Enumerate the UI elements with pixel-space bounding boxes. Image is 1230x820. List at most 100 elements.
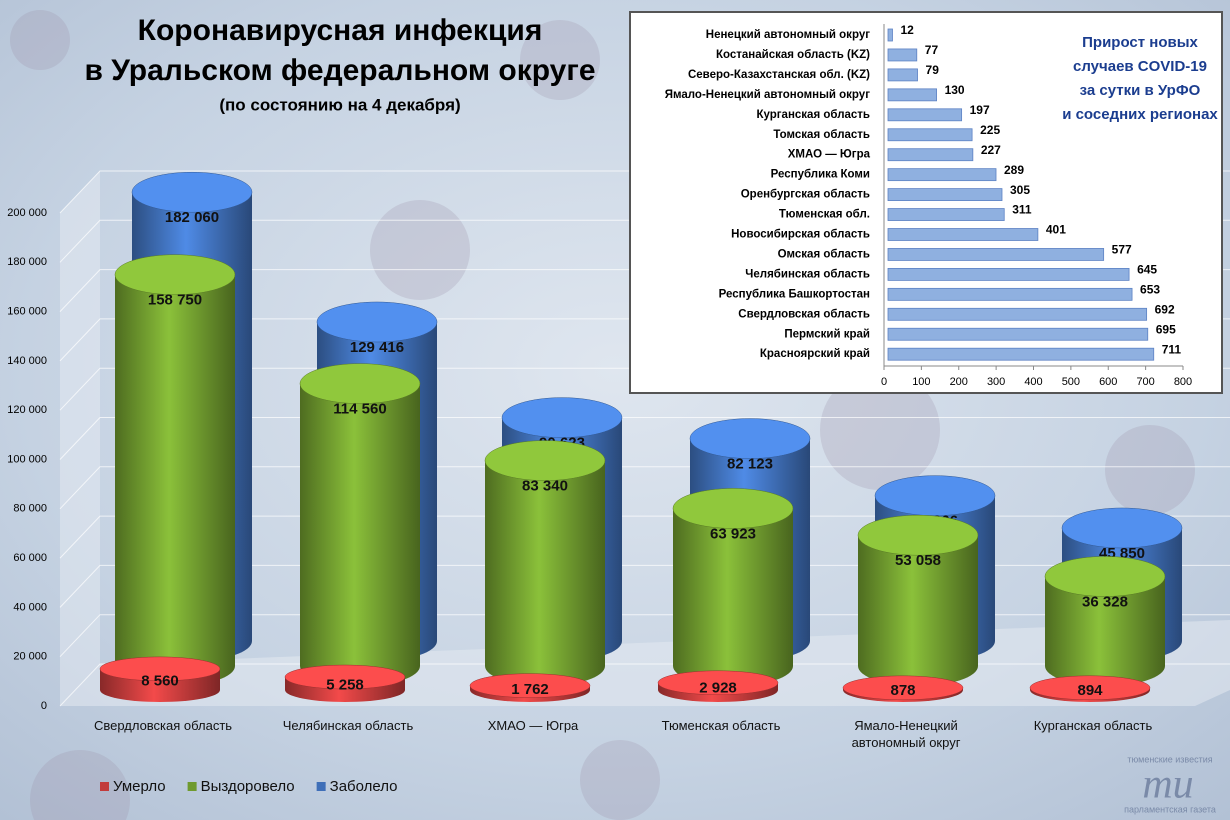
cylinder-top	[842, 675, 964, 701]
value-label: 114 560	[333, 401, 386, 418]
y-tick-label: Ненецкий автономный округ	[706, 29, 870, 41]
y-tick-label: Республика Коми	[771, 169, 870, 181]
y-tick-label: 120 000	[7, 404, 47, 416]
value-label: 577	[1112, 243, 1132, 257]
x-tick-label: Курганская область	[1033, 718, 1153, 733]
inset-title: Прирост новых	[1082, 34, 1198, 51]
legend-label: Заболело	[330, 778, 398, 795]
bar	[887, 48, 918, 62]
value-label: 182 060	[165, 209, 219, 226]
cylinder-top	[1029, 675, 1151, 701]
cylinder-top	[501, 397, 623, 438]
x-tick-label: 100	[912, 376, 930, 388]
bar	[887, 208, 1005, 221]
y-tick-label: Костанайская область (KZ)	[716, 49, 870, 61]
y-tick-label: Томская область	[773, 129, 870, 141]
value-label: 12	[900, 23, 914, 37]
value-label: 8 560	[141, 672, 179, 689]
value-label: 227	[981, 143, 1001, 157]
bar	[887, 347, 1155, 361]
value-label: 2 928	[699, 679, 737, 696]
inset-title: за сутки в УрФО	[1080, 82, 1201, 99]
cylinder-top	[99, 656, 221, 682]
watermark: парламентская газета	[1124, 804, 1216, 814]
grid-line	[59, 564, 1230, 608]
value-label: 894	[1077, 682, 1103, 699]
bar	[887, 307, 1148, 321]
cylinder-top	[672, 488, 794, 529]
inset-title: случаев COVID-19	[1073, 58, 1207, 75]
x-tick-label: 400	[1024, 376, 1042, 388]
title: в Уральском федеральном округе	[84, 54, 595, 87]
x-tick-label: 0	[881, 376, 887, 388]
cylinder-top	[114, 254, 236, 295]
value-label: 1 762	[511, 681, 549, 698]
cylinder-top	[874, 475, 996, 516]
value-label: 77	[925, 43, 939, 57]
grid-line	[59, 614, 1230, 658]
cylinder-top	[316, 301, 438, 343]
y-tick-label: 0	[41, 700, 47, 712]
bar	[887, 327, 1149, 341]
x-tick-label: Тюменская область	[661, 718, 781, 733]
value-label: 82 123	[727, 456, 773, 473]
x-tick-label: 800	[1174, 376, 1192, 388]
value-label: 692	[1155, 302, 1175, 316]
bar	[887, 248, 1105, 261]
bar	[887, 128, 973, 142]
value-label: 653	[1140, 283, 1160, 297]
legend-swatch	[316, 782, 326, 791]
cylinder	[485, 460, 605, 686]
x-tick-label: ХМАО — Югра	[487, 718, 579, 733]
cylinder-top	[857, 514, 979, 556]
y-tick-label: 140 000	[7, 355, 47, 367]
cylinder	[300, 383, 420, 686]
grid-line	[59, 515, 1230, 559]
y-tick-label: Свердловская область	[738, 308, 870, 320]
y-tick-label: Ямало-Ненецкий автономный округ	[665, 89, 870, 101]
bar	[887, 287, 1133, 301]
value-label: 289	[1004, 163, 1024, 177]
y-tick-label: ХМАО — Югра	[788, 149, 871, 161]
grid-line	[59, 417, 1230, 460]
y-tick-label: Пермский край	[784, 328, 870, 340]
value-label: 401	[1046, 223, 1066, 237]
value-label: 53 058	[895, 552, 941, 569]
y-tick-label: Тюменская обл.	[779, 209, 870, 221]
cylinder-top	[484, 440, 606, 481]
x-tick-label: 600	[1099, 376, 1117, 388]
y-tick-label: 180 000	[7, 256, 47, 268]
value-label: 79	[926, 63, 940, 77]
value-label: 878	[890, 682, 915, 699]
cylinder-top	[689, 418, 811, 459]
y-tick-label: Красноярский край	[760, 348, 870, 360]
y-tick-label: Новосибирская область	[731, 229, 870, 241]
value-label: 158 750	[148, 292, 202, 309]
bar	[887, 108, 963, 122]
value-label: 197	[970, 103, 990, 117]
bar	[887, 148, 974, 162]
legend-label: Выздоровело	[201, 778, 295, 795]
legend-swatch	[100, 782, 109, 791]
y-tick-label: Курганская область	[756, 109, 870, 121]
y-tick-label: 80 000	[13, 503, 47, 515]
x-tick-label: 300	[987, 376, 1005, 388]
y-tick-label: Омская область	[778, 248, 870, 260]
bar	[887, 188, 1003, 202]
cylinder	[115, 274, 235, 686]
grid-line	[59, 466, 1230, 510]
bar	[887, 68, 918, 82]
virus-decor	[10, 10, 1195, 820]
legend-label: Умерло	[113, 778, 166, 795]
bar	[887, 228, 1039, 241]
title: Коронавирусная инфекция	[138, 14, 543, 47]
y-tick-label: Оренбургская область	[741, 189, 870, 201]
value-label: 83 340	[522, 478, 568, 495]
bar	[887, 168, 997, 182]
value-label: 36 328	[1082, 593, 1128, 610]
x-tick-label: Челябинская область	[282, 718, 414, 733]
bar	[887, 88, 937, 102]
x-tick-label: 200	[950, 376, 968, 388]
